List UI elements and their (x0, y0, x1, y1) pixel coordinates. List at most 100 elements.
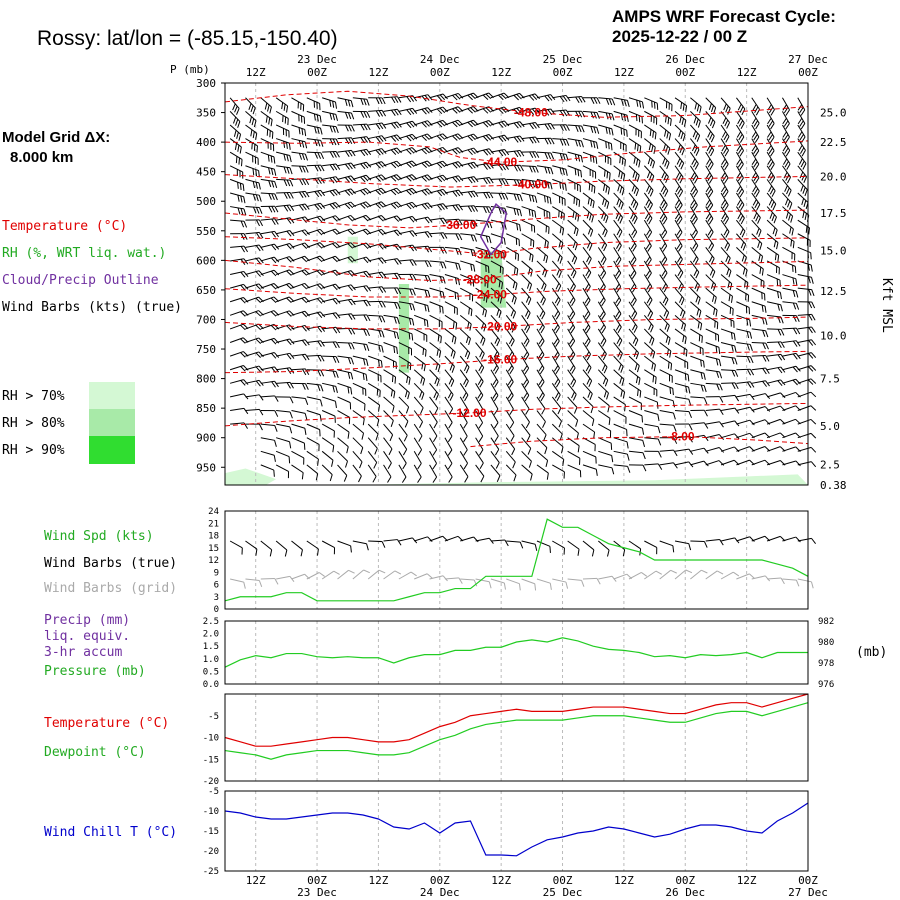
wind-barb-flag (739, 164, 744, 171)
wind-barb (782, 365, 801, 373)
wind-barb (521, 396, 530, 415)
wind-barb-flag (488, 581, 492, 589)
wind-barb-staff (720, 274, 733, 284)
wind-barb-staff (736, 446, 750, 452)
wind-barb (291, 437, 306, 450)
wind-barb-flag (687, 362, 689, 369)
wind-barb-flag (270, 143, 272, 150)
wind-barb-flag (304, 428, 307, 435)
wind-barb-flag (409, 259, 414, 266)
wind-barb-staff (230, 422, 245, 425)
wind-barb-flag (535, 151, 540, 158)
wind-barb-flag (632, 245, 637, 252)
wind-barb-flag (636, 365, 640, 373)
wind-barb-staff (598, 178, 610, 189)
wind-barb (444, 535, 464, 542)
wind-barb-staff (322, 382, 336, 387)
wind-barb (689, 179, 699, 198)
wind-barb-staff (797, 365, 812, 371)
wind-barb-flag (329, 190, 335, 197)
wind-barb (659, 219, 668, 239)
wind-barb (644, 463, 663, 470)
wind-barb-flag (394, 273, 399, 280)
wind-barb-flag (270, 311, 277, 317)
wind-barb-flag (442, 306, 444, 314)
wind-barb (229, 151, 243, 167)
wind-barb-staff (275, 282, 290, 289)
wind-barb-staff (628, 369, 641, 379)
wind-barb-flag (759, 243, 763, 251)
wind-barb-staff (751, 233, 763, 244)
wind-barb-flag (304, 325, 310, 331)
temperature-contour-label: -16.00 (483, 353, 517, 367)
wind-barb-staff (475, 301, 487, 311)
wind-barb-flag (348, 137, 353, 144)
wind-barb (751, 406, 771, 412)
wind-barb-flag (587, 391, 591, 398)
bottom-time-tick: 00Z (430, 874, 450, 887)
wind-barb (230, 271, 249, 278)
wind-barb-staff (536, 274, 547, 286)
wind-barb-staff (751, 535, 766, 542)
wind-barb-staff (368, 257, 382, 262)
wind-barb-flag (734, 395, 740, 402)
wind-barb-staff (367, 569, 380, 580)
wind-barb-staff (690, 111, 701, 122)
wind-barb-staff (505, 383, 514, 396)
wind-barb-staff (276, 204, 291, 208)
wind-barb-staff (414, 133, 428, 140)
wind-barb-staff (567, 578, 582, 581)
wind-barb-staff (766, 366, 781, 371)
wind-barb-staff (567, 464, 581, 472)
wind-barb-staff (306, 540, 319, 550)
wind-barb-flag (240, 380, 246, 386)
wind-barb (628, 260, 637, 279)
wind-barb-flag (631, 185, 635, 192)
wind-barb-flag (519, 209, 522, 217)
wind-barb-staff (475, 246, 490, 253)
wind-barb-staff (230, 578, 244, 583)
wind-barb-staff (536, 328, 545, 342)
wind-barb (644, 423, 661, 434)
wind-barb-flag (348, 328, 353, 335)
wind-barb-flag (397, 287, 402, 295)
wind-barb-flag (611, 455, 614, 463)
wind-barb-flag (716, 570, 724, 575)
wind-barb-flag (619, 377, 623, 384)
wind-barb-flag (543, 209, 545, 217)
wind-barb-staff (597, 287, 606, 301)
wind-barb-flag (559, 96, 565, 103)
wind-barb-flag (562, 95, 568, 102)
wind-barb-flag (653, 388, 655, 396)
wind-barb-flag (645, 199, 650, 206)
wind-barb-staff (659, 233, 668, 247)
wind-barb-flag (657, 414, 660, 422)
wind-barb (536, 274, 547, 292)
wind-barb-staff (398, 464, 407, 478)
wind-barb (260, 410, 279, 417)
wind-barb-staff (552, 165, 566, 170)
wind-barb-flag (470, 309, 473, 317)
wind-barb (659, 382, 674, 396)
wind-barb-staff (322, 283, 336, 289)
wind-barb (613, 315, 622, 334)
wind-barb-flag (810, 378, 817, 384)
wind-barb-flag (594, 444, 596, 452)
wind-barb (321, 423, 335, 438)
wind-barb-staff (689, 233, 699, 246)
wind-barb-flag (774, 229, 778, 237)
wind-barb (567, 260, 577, 279)
wind-barb-staff (659, 301, 670, 313)
wind-barb-flag (442, 188, 448, 195)
wind-barb-flag (531, 224, 533, 232)
wind-barb-flag (703, 435, 709, 442)
wind-barb-staff (291, 368, 306, 371)
wind-barb (567, 410, 579, 427)
wind-barb-flag (661, 171, 666, 179)
wind-barb-staff (505, 287, 517, 299)
wind-barb-flag (305, 368, 310, 375)
wind-barb (628, 151, 641, 168)
wind-barb-staff (459, 369, 469, 382)
wind-barb-flag (586, 378, 591, 385)
wind-barb-flag (731, 345, 734, 352)
